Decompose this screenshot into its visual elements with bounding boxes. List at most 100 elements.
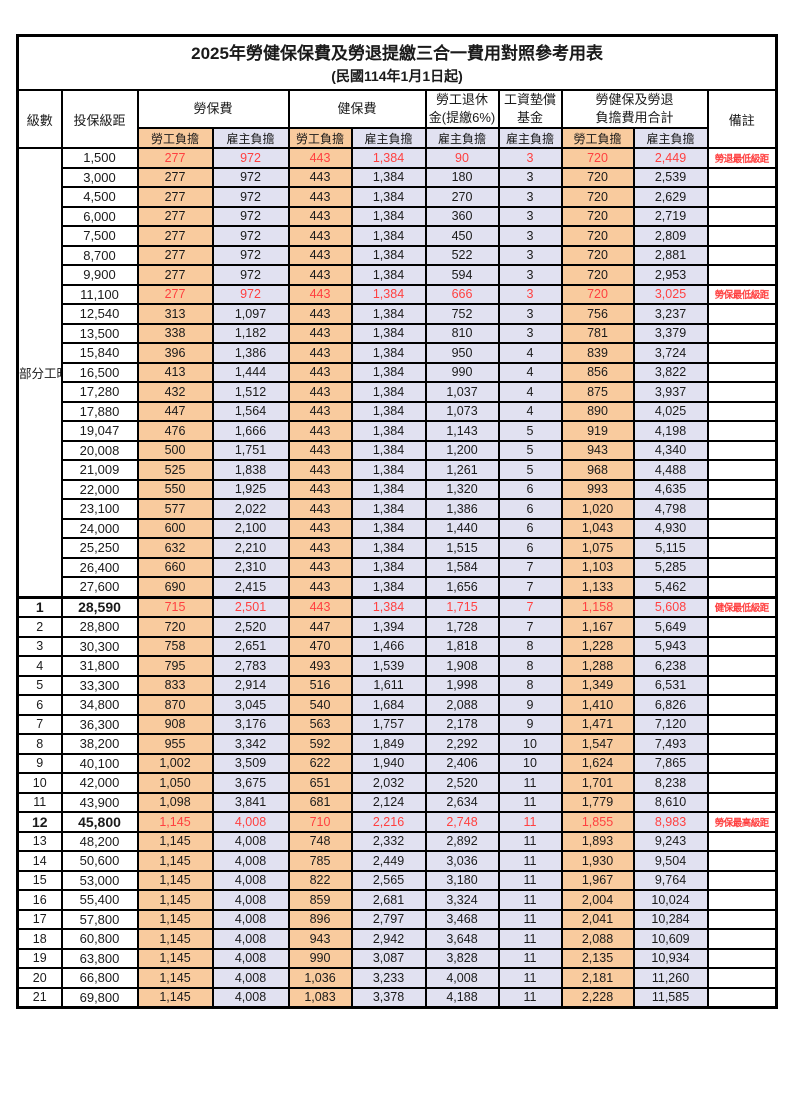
cell-level: 13: [16, 830, 63, 852]
cell-value: 720: [560, 264, 635, 286]
subheader-health-employer: 雇主負擔: [350, 127, 427, 149]
title-block: 2025年勞健保保費及勞退提繳三合一費用對照參考用表 (民國114年1月1日起): [16, 34, 778, 91]
cell-value: 1,384: [350, 283, 427, 305]
cell-note: [706, 186, 778, 208]
table-row: 21 69,800 1,145 4,008 1,083 3,378 4,188 11 2,228…: [16, 986, 778, 1009]
cell-value: 660: [136, 556, 214, 578]
cell-value: 3,237: [632, 303, 709, 325]
cell-value: 443: [287, 459, 353, 481]
cell-value: 758: [136, 635, 214, 657]
cell-value: 7: [497, 576, 563, 598]
table-row: 14 50,600 1,145 4,008 785 2,449 3,036 11 1,930 9,…: [16, 850, 778, 872]
cell-value: 443: [287, 342, 353, 364]
cell-level: 4: [16, 655, 63, 677]
cell-bracket: 23,100: [60, 498, 139, 520]
cell-bracket: 24,000: [60, 517, 139, 539]
cell-value: 2,088: [560, 928, 635, 950]
cell-value: 1,384: [350, 147, 427, 169]
cell-value: 11: [497, 869, 563, 891]
cell-value: 1,097: [211, 303, 290, 325]
cell-value: 810: [424, 322, 500, 344]
cell-bracket: 26,400: [60, 556, 139, 578]
premium-reference-sheet: 2025年勞健保保費及勞退提繳三合一費用對照參考用表 (民國114年1月1日起)…: [16, 34, 779, 1009]
cell-value: 833: [136, 674, 214, 696]
cell-value: 443: [287, 186, 353, 208]
cell-value: 4,008: [424, 967, 500, 989]
cell-note: [706, 381, 778, 403]
cell-value: 1,384: [350, 244, 427, 266]
cell-value: 2,914: [211, 674, 290, 696]
cell-value: 493: [287, 655, 353, 677]
cell-value: 6: [497, 537, 563, 559]
cell-bracket: 8,700: [60, 244, 139, 266]
cell-value: 2,415: [211, 576, 290, 598]
header-pension: 勞工退休 金(提繳6%): [424, 89, 500, 129]
cell-value: 3,045: [211, 694, 290, 716]
cell-value: 500: [136, 439, 214, 461]
cell-value: 781: [560, 322, 635, 344]
cell-bracket: 63,800: [60, 947, 139, 969]
cell-value: 443: [287, 556, 353, 578]
cell-value: 8: [497, 674, 563, 696]
header-total: 勞健保及勞退 負擔費用合計: [560, 89, 709, 129]
cell-note: [706, 498, 778, 520]
cell-value: 4,635: [632, 478, 709, 500]
cell-value: 563: [287, 713, 353, 735]
cell-note: [706, 889, 778, 911]
cell-value: 443: [287, 166, 353, 188]
cell-bracket: 13,500: [60, 322, 139, 344]
cell-value: 7,120: [632, 713, 709, 735]
cell-value: 443: [287, 205, 353, 227]
cell-value: 4,008: [211, 986, 290, 1009]
cell-note: 勞退最低級距: [706, 147, 778, 169]
cell-value: 1,564: [211, 400, 290, 422]
cell-value: 277: [136, 283, 214, 305]
cell-value: 9,764: [632, 869, 709, 891]
cell-bracket: 40,100: [60, 752, 139, 774]
cell-value: 720: [560, 147, 635, 169]
cell-value: 822: [287, 869, 353, 891]
premium-table: 2025年勞健保保費及勞退提繳三合一費用對照參考用表 (民國114年1月1日起)…: [16, 34, 779, 1009]
cell-value: 839: [560, 342, 635, 364]
cell-value: 1,384: [350, 595, 427, 618]
cell-value: 720: [560, 166, 635, 188]
cell-value: 1,384: [350, 439, 427, 461]
cell-value: 990: [287, 947, 353, 969]
cell-value: 470: [287, 635, 353, 657]
cell-level: 9: [16, 752, 63, 774]
cell-bracket: 28,800: [60, 616, 139, 638]
cell-value: 3,675: [211, 772, 290, 794]
cell-value: 9,243: [632, 830, 709, 852]
cell-value: 443: [287, 576, 353, 598]
cell-value: 1,384: [350, 478, 427, 500]
cell-value: 2,406: [424, 752, 500, 774]
cell-value: 5,608: [632, 595, 709, 618]
cell-note: [706, 674, 778, 696]
cell-bracket: 9,900: [60, 264, 139, 286]
table-row: 15,840 396 1,386 443 1,384 950 4 839 3,724: [18, 342, 778, 364]
cell-value: 5: [497, 420, 563, 442]
cell-value: 1,466: [350, 635, 427, 657]
cell-value: 1,145: [136, 986, 214, 1009]
cell-note: [706, 752, 778, 774]
cell-value: 11: [497, 967, 563, 989]
cell-value: 1,384: [350, 186, 427, 208]
cell-bracket: 11,100: [60, 283, 139, 305]
cell-bracket: 31,800: [60, 655, 139, 677]
cell-value: 720: [560, 205, 635, 227]
cell-note: [706, 517, 778, 539]
cell-value: 7,865: [632, 752, 709, 774]
cell-value: 1,073: [424, 400, 500, 422]
cell-value: 6: [497, 478, 563, 500]
cell-bracket: 25,250: [60, 537, 139, 559]
cell-value: 3: [497, 186, 563, 208]
cell-note: [706, 733, 778, 755]
cell-value: 2,520: [211, 616, 290, 638]
cell-bracket: 4,500: [60, 186, 139, 208]
cell-value: 1,384: [350, 400, 427, 422]
table-row: 4 31,800 795 2,783 493 1,539 1,908 8 1,288 6,238: [16, 655, 778, 677]
cell-value: 600: [136, 517, 214, 539]
cell-value: 1,512: [211, 381, 290, 403]
cell-level: 17: [16, 908, 63, 930]
subheader-labor-employee: 勞工負擔: [136, 127, 214, 149]
